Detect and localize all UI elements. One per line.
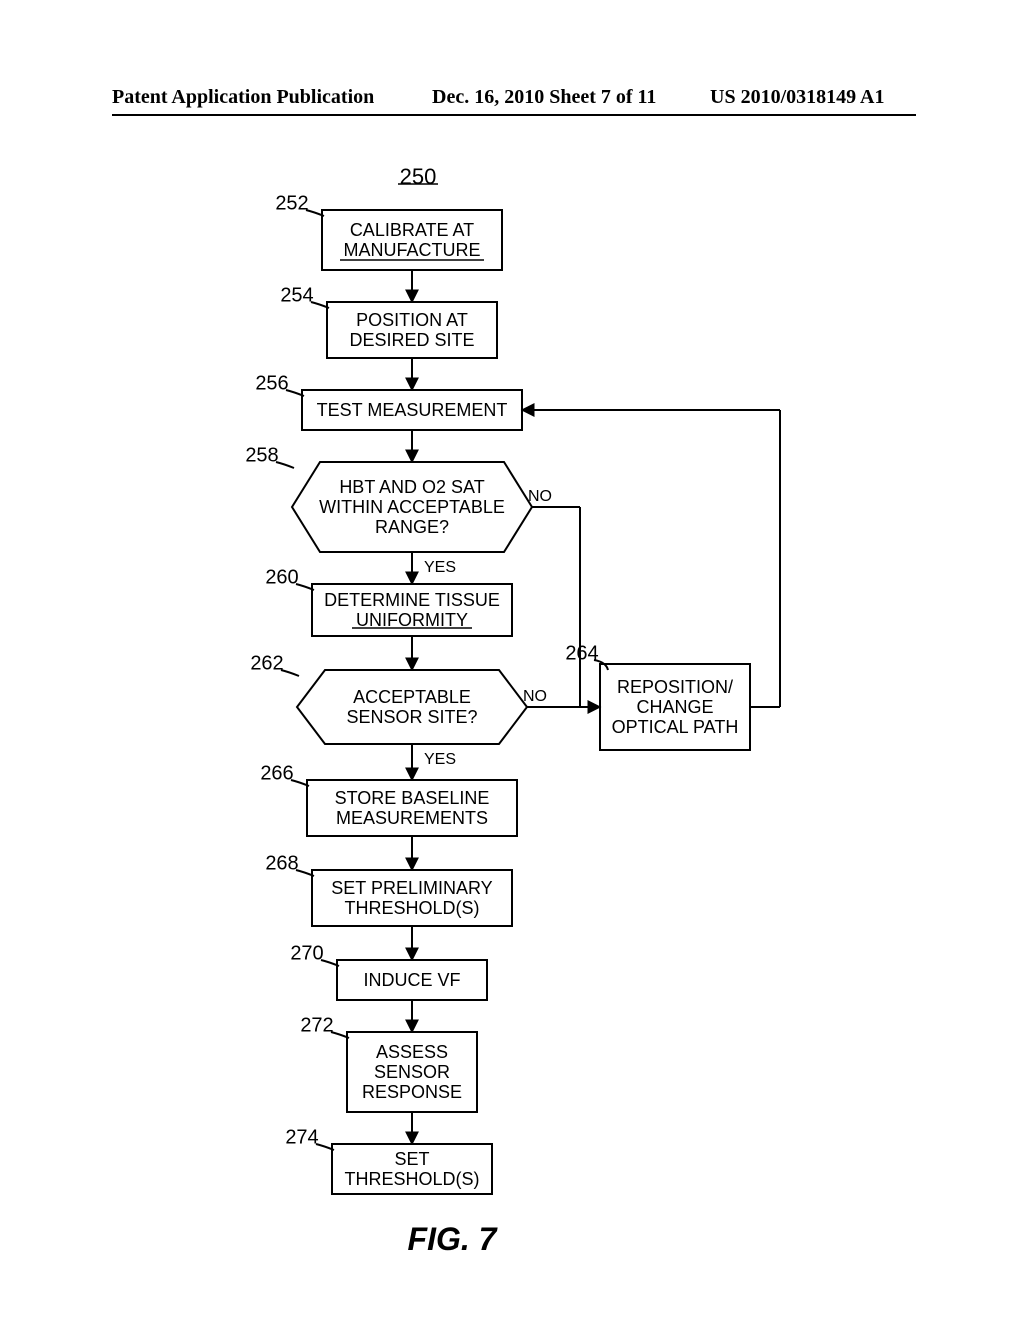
svg-text:260: 260 [265, 566, 298, 588]
svg-text:SENSOR: SENSOR [374, 1062, 450, 1082]
svg-text:CALIBRATE AT: CALIBRATE AT [350, 220, 474, 240]
svg-text:DESIRED SITE: DESIRED SITE [349, 330, 474, 350]
svg-text:SENSOR SITE?: SENSOR SITE? [346, 707, 477, 727]
svg-text:STORE BASELINE: STORE BASELINE [335, 788, 490, 808]
svg-text:SET: SET [394, 1149, 429, 1169]
svg-text:NO: NO [528, 488, 552, 505]
svg-text:250: 250 [400, 164, 437, 189]
svg-text:266: 266 [260, 762, 293, 784]
svg-text:HBT AND O2 SAT: HBT AND O2 SAT [339, 477, 484, 497]
svg-text:UNIFORMITY: UNIFORMITY [356, 610, 468, 630]
svg-text:YES: YES [424, 751, 456, 768]
svg-text:RANGE?: RANGE? [375, 517, 449, 537]
svg-text:POSITION AT: POSITION AT [356, 310, 468, 330]
svg-text:THRESHOLD(S): THRESHOLD(S) [344, 898, 479, 918]
svg-text:272: 272 [300, 1014, 333, 1036]
svg-text:ACCEPTABLE: ACCEPTABLE [353, 687, 471, 707]
svg-text:252: 252 [275, 192, 308, 214]
svg-text:YES: YES [424, 559, 456, 576]
svg-text:256: 256 [255, 372, 288, 394]
svg-text:ASSESS: ASSESS [376, 1042, 448, 1062]
flowchart-figure: 250 CALIBRATE ATMANUFACTURE 252 POSITION AT… [0, 0, 1024, 1320]
svg-text:274: 274 [285, 1126, 318, 1148]
svg-text:MANUFACTURE: MANUFACTURE [343, 240, 480, 260]
svg-text:NO: NO [523, 688, 547, 705]
svg-text:THRESHOLD(S): THRESHOLD(S) [344, 1169, 479, 1189]
svg-text:262: 262 [250, 652, 283, 674]
svg-text:254: 254 [280, 284, 313, 306]
svg-text:270: 270 [290, 942, 323, 964]
svg-text:268: 268 [265, 852, 298, 874]
svg-text:264: 264 [565, 642, 598, 664]
svg-text:INDUCE VF: INDUCE VF [363, 970, 460, 990]
svg-text:DETERMINE TISSUE: DETERMINE TISSUE [324, 590, 500, 610]
svg-text:WITHIN ACCEPTABLE: WITHIN ACCEPTABLE [319, 497, 505, 517]
svg-text:FIG. 7: FIG. 7 [408, 1221, 499, 1257]
svg-text:SET PRELIMINARY: SET PRELIMINARY [331, 878, 492, 898]
svg-text:TEST MEASUREMENT: TEST MEASUREMENT [317, 400, 508, 420]
svg-text:MEASUREMENTS: MEASUREMENTS [336, 808, 488, 828]
svg-text:CHANGE: CHANGE [636, 697, 713, 717]
svg-text:RESPONSE: RESPONSE [362, 1082, 462, 1102]
svg-text:OPTICAL PATH: OPTICAL PATH [612, 717, 739, 737]
svg-text:258: 258 [245, 444, 278, 466]
svg-text:REPOSITION/: REPOSITION/ [617, 677, 733, 697]
